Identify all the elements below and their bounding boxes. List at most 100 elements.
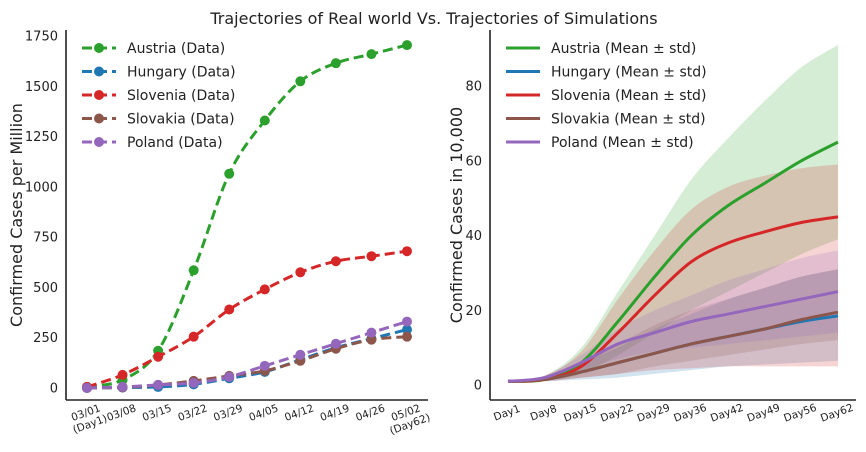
data-point xyxy=(82,382,92,393)
legend-label: Poland (Data) xyxy=(127,135,223,151)
legend-item: Austria (Data) xyxy=(82,41,225,57)
y-tick-label: 80 xyxy=(465,80,482,95)
series-line xyxy=(86,320,408,390)
legend-item: Hungary (Mean ± std) xyxy=(506,65,707,81)
mean-line-poland xyxy=(507,290,839,383)
legend-marker xyxy=(94,113,104,124)
x-tick-label: 03/22 xyxy=(176,402,209,424)
legend-item: Slovakia (Mean ± std) xyxy=(506,112,706,128)
series-slovenia xyxy=(82,246,412,392)
y-tick-label: 1250 xyxy=(25,130,58,145)
y-tick-label: 750 xyxy=(33,231,58,246)
y-tick-label: 60 xyxy=(465,154,482,169)
legend-label: Slovenia (Data) xyxy=(127,88,235,104)
std-bands xyxy=(508,44,838,382)
x-tick-label: Day15 xyxy=(562,402,598,425)
data-point xyxy=(366,251,377,262)
x-tick-label: Day62 xyxy=(819,402,855,425)
std-band xyxy=(508,250,838,382)
legend-item: Slovenia (Mean ± std) xyxy=(506,88,706,104)
x-tick-label: Day49 xyxy=(746,402,782,425)
x-tick-label: 05/02(Day62) xyxy=(384,400,432,437)
series-line xyxy=(86,328,408,390)
std-band xyxy=(508,44,838,382)
data-point xyxy=(366,49,377,60)
data-point xyxy=(330,256,341,267)
series-line xyxy=(86,249,408,389)
data-point xyxy=(117,381,128,392)
y-tick-label: 1750 xyxy=(25,30,58,45)
x-tick-label: Day42 xyxy=(709,402,745,425)
x-tick-label: Day56 xyxy=(782,402,818,425)
y-tick-label: 40 xyxy=(465,229,482,244)
y-tick-label: 1500 xyxy=(25,80,58,95)
data-point xyxy=(188,331,199,342)
legend: Austria (Mean ± std) Hungary (Mean ± std)… xyxy=(506,41,707,151)
data-point xyxy=(153,379,164,390)
std-band xyxy=(508,164,838,382)
x-tick-label: Day1 xyxy=(492,403,522,424)
x-tick-label: 03/29 xyxy=(212,402,245,424)
x-tick-label: Day22 xyxy=(599,402,635,425)
x-tick-label: 04/05 xyxy=(247,402,280,424)
data-point xyxy=(330,58,341,69)
legend-marker xyxy=(94,137,104,147)
data-point xyxy=(259,360,270,371)
legend-item: Poland (Data) xyxy=(82,135,223,151)
data-point xyxy=(295,349,306,360)
y-tick-label: 500 xyxy=(33,281,58,296)
data-point xyxy=(224,304,235,315)
y-axis-label: Confirmed Cases per Million xyxy=(7,103,26,327)
y-tick-label: 20 xyxy=(465,304,482,319)
y-tick-label: 250 xyxy=(33,331,58,346)
series-slovakia xyxy=(82,331,412,393)
data-point xyxy=(259,115,270,126)
data-point xyxy=(366,327,377,338)
x-tick-label: 04/26 xyxy=(354,402,387,424)
data-point xyxy=(402,246,412,257)
legend-item: Hungary (Data) xyxy=(82,65,236,81)
legend: Austria (Data) Hungary (Data) Slovenia (Da… xyxy=(82,41,236,151)
series-line xyxy=(86,335,408,390)
mean-line-slovakia xyxy=(507,310,839,383)
std-band xyxy=(508,269,838,382)
y-axis-label: Confirmed Cases in 10,000 xyxy=(447,107,466,323)
data-point xyxy=(402,331,412,342)
x-tick-label: Day36 xyxy=(672,402,708,425)
x-tick-label: 03/01(Day1) xyxy=(67,401,109,436)
data-point xyxy=(402,316,412,327)
data-point xyxy=(188,265,199,276)
std-band xyxy=(508,269,838,382)
series-hungary xyxy=(82,324,412,393)
legend-label: Austria (Data) xyxy=(127,41,225,57)
legend-label: Austria (Mean ± std) xyxy=(551,41,696,57)
x-tick-label: Day8 xyxy=(529,403,559,424)
legend-item: Austria (Mean ± std) xyxy=(506,41,696,57)
legend-label: Slovenia (Mean ± std) xyxy=(551,88,706,104)
y-tick-label: 0 xyxy=(474,379,482,394)
data-point xyxy=(188,377,199,388)
legend-marker xyxy=(94,90,104,100)
x-tick-label: Day29 xyxy=(636,402,672,425)
data-point xyxy=(259,284,270,295)
data-point xyxy=(295,76,306,87)
y-tick-label: 0 xyxy=(50,381,58,396)
data-point xyxy=(153,351,164,362)
legend-label: Slovakia (Mean ± std) xyxy=(551,112,706,128)
data-point xyxy=(330,338,341,349)
legend-marker xyxy=(94,43,104,53)
data-point xyxy=(402,40,412,51)
data-point xyxy=(402,324,412,335)
legend-label: Poland (Mean ± std) xyxy=(551,135,694,151)
legend-item: Slovakia (Data) xyxy=(82,112,235,128)
x-tick-label: 03/08 xyxy=(105,402,138,424)
x-tick-label: 03/15 xyxy=(141,402,174,424)
data-point xyxy=(224,371,235,382)
data-point xyxy=(117,369,128,380)
legend-item: Slovenia (Data) xyxy=(82,88,235,104)
legend-item: Poland (Mean ± std) xyxy=(506,135,694,151)
panel-left-data: 0250500750100012501500175003/01(Day1)03/… xyxy=(7,30,432,438)
x-tick-label: 04/12 xyxy=(283,402,316,424)
